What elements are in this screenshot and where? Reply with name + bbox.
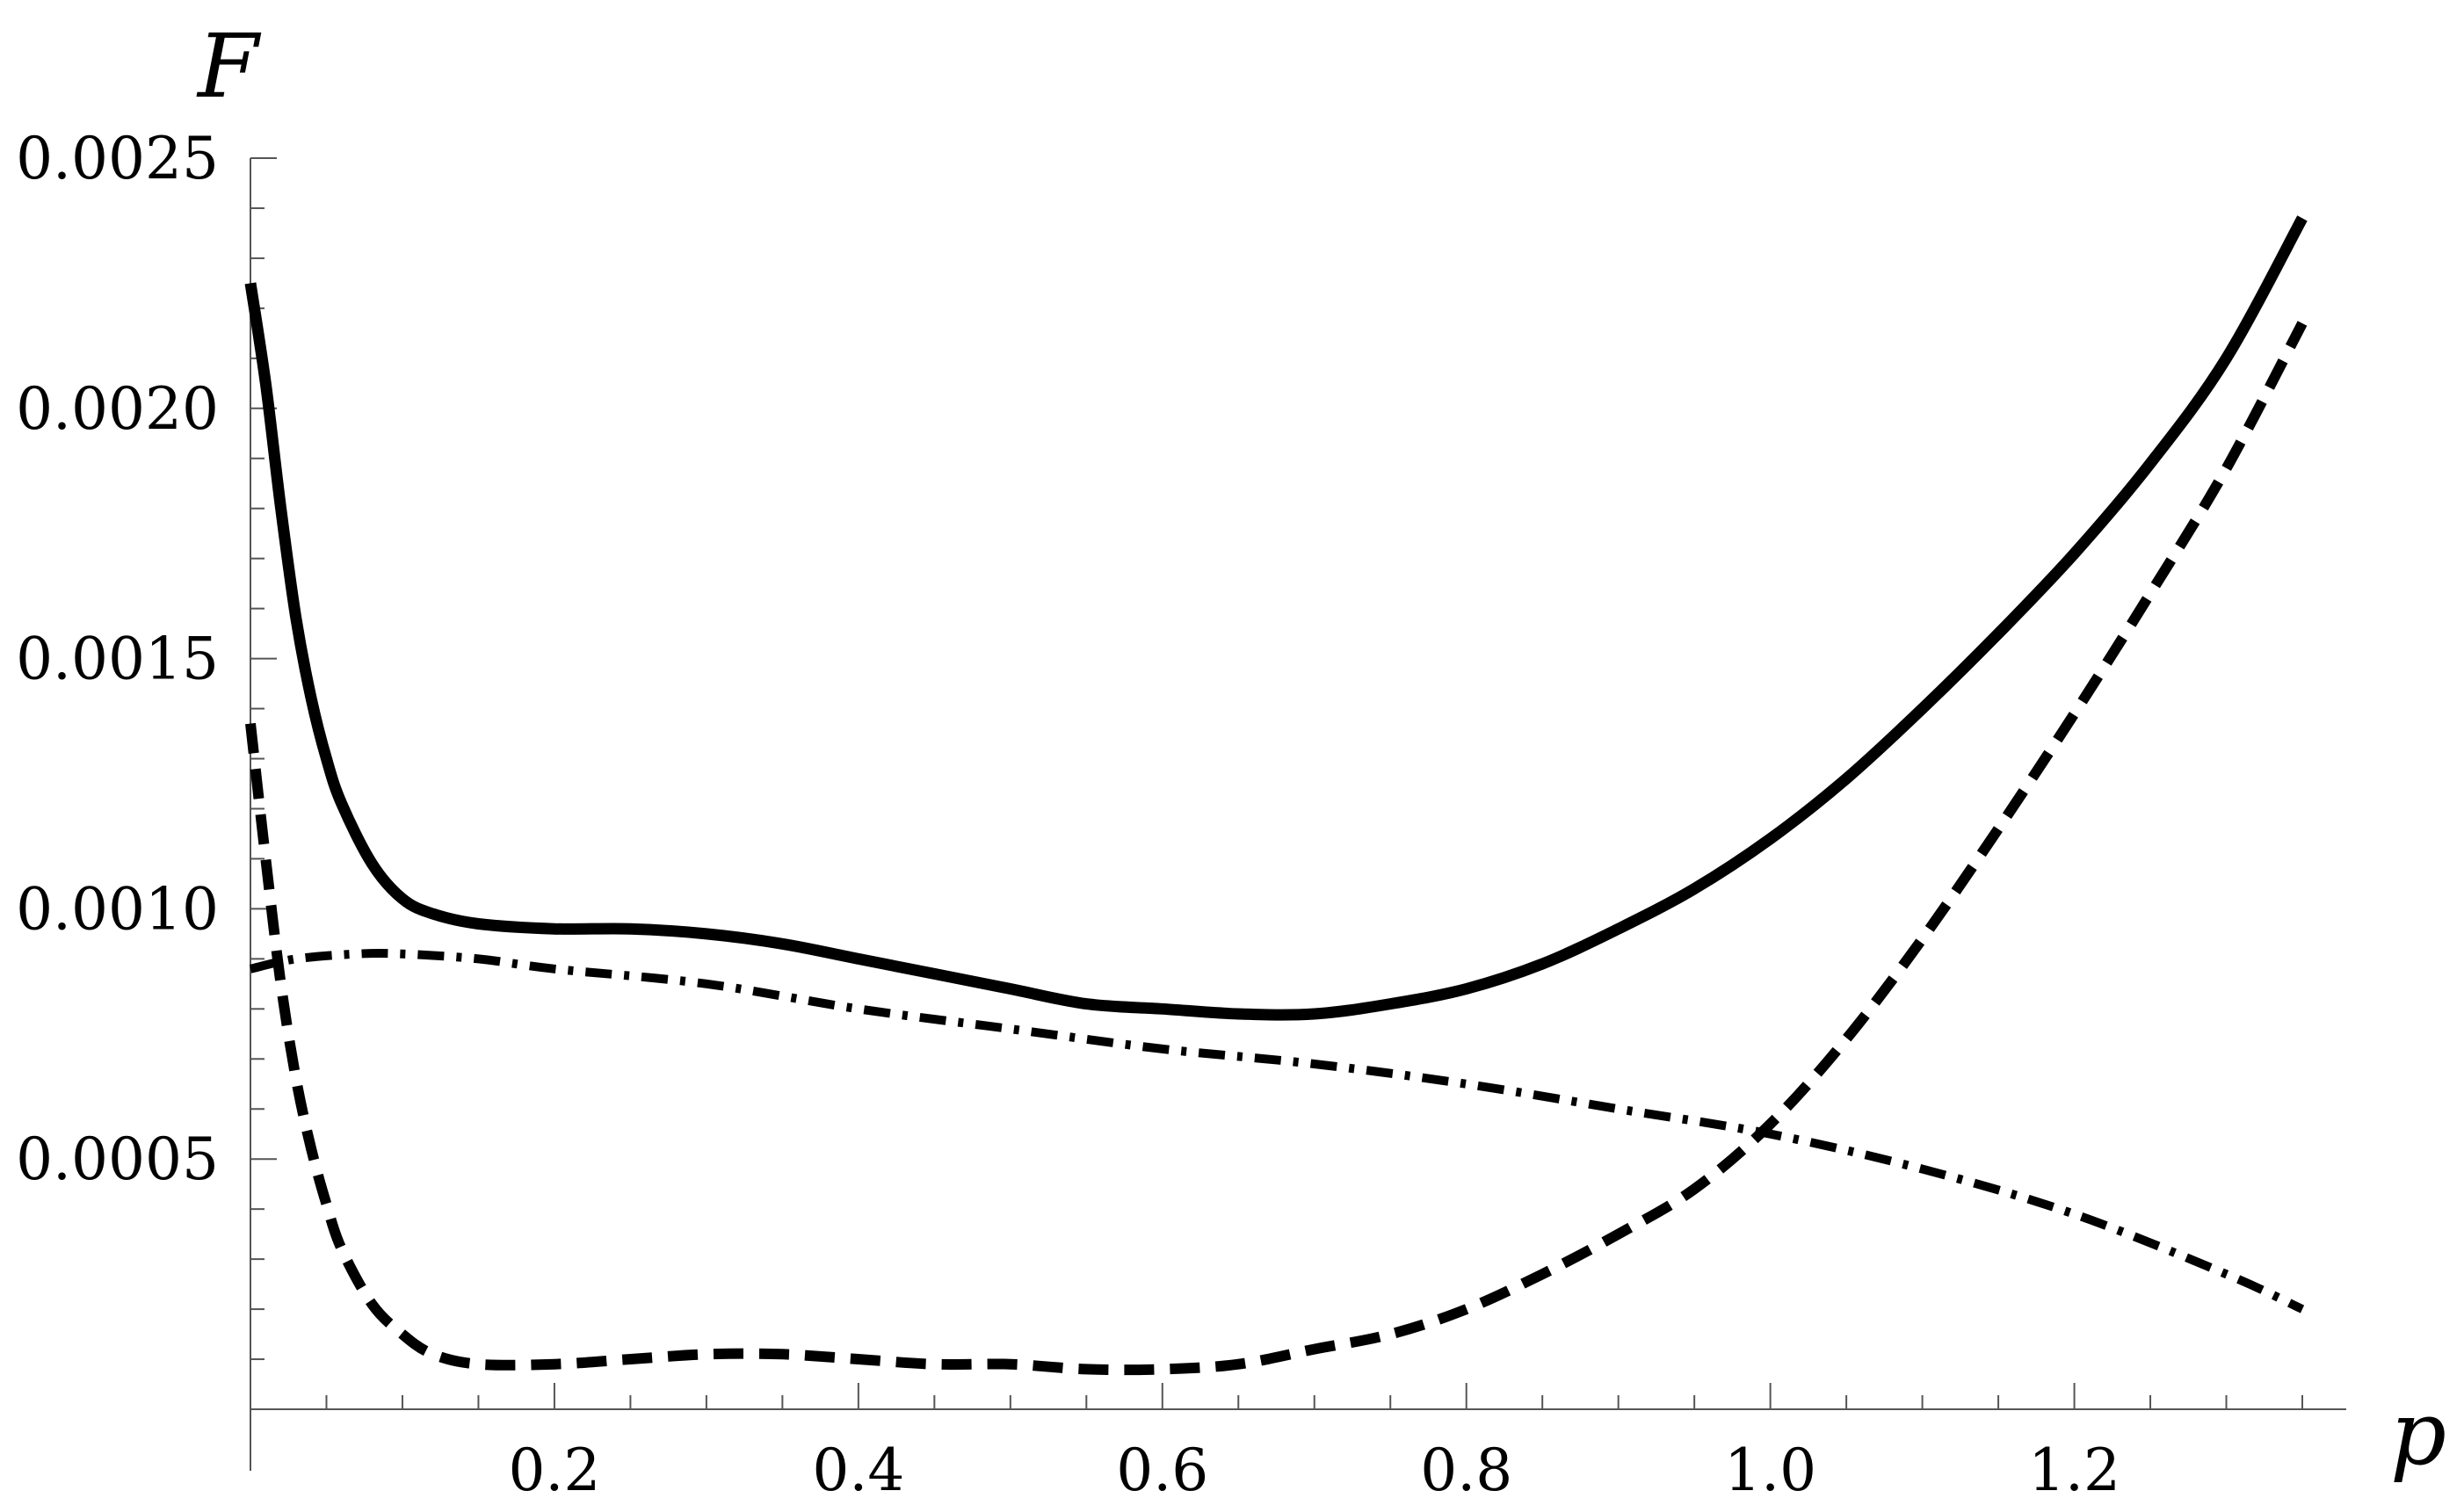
x-tick-label: 0.4 — [812, 1436, 904, 1498]
x-tick-label: 1.0 — [1724, 1436, 1816, 1498]
x-tick-label: 0.6 — [1116, 1436, 1208, 1498]
axes: 0.0005 0.0010 0.0015 0.0020 0.0025 0.2 0.4 0.6… — [16, 15, 2446, 1498]
y-tick-label: 0.0025 — [16, 125, 219, 192]
series-line-dashed — [245, 321, 2308, 1376]
x-tick-label: 0.8 — [1420, 1436, 1512, 1498]
y-ticks: 0.0005 0.0010 0.0015 0.0020 0.0025 — [16, 125, 277, 1361]
series-line-solid — [244, 215, 2308, 1021]
y-tick-label: 0.0020 — [16, 375, 219, 443]
x-ticks: 0.2 0.4 0.6 0.8 1.0 1.2 — [325, 1383, 2303, 1498]
series-layer — [244, 215, 2308, 1376]
x-tick-label: 0.2 — [508, 1436, 600, 1498]
x-tick-label: 1.2 — [2028, 1436, 2120, 1498]
y-tick-label: 0.0010 — [16, 875, 219, 943]
series-line-dashdot — [249, 948, 2305, 1313]
x-axis-title: p — [2390, 1382, 2446, 1485]
y-axis-title: F — [196, 15, 262, 118]
y-tick-label: 0.0015 — [16, 626, 219, 693]
y-tick-label: 0.0005 — [16, 1125, 219, 1193]
